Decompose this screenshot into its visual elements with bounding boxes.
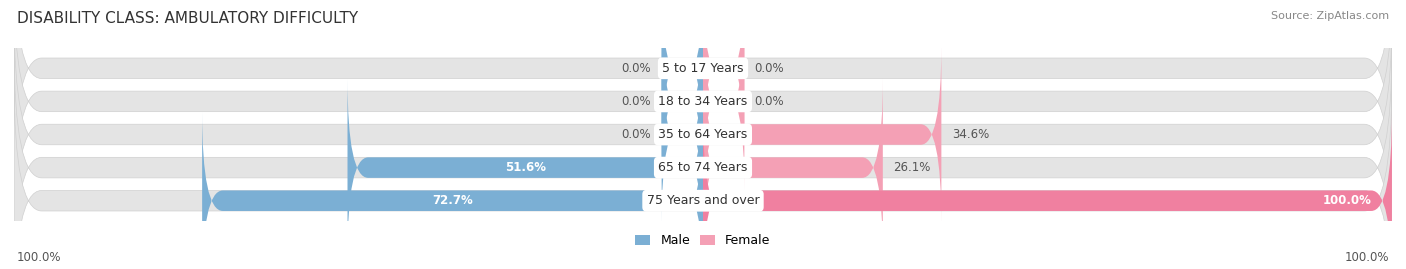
Text: 0.0%: 0.0% xyxy=(755,95,785,108)
Text: 0.0%: 0.0% xyxy=(621,62,651,75)
Text: 100.0%: 100.0% xyxy=(1344,251,1389,264)
Text: 75 Years and over: 75 Years and over xyxy=(647,194,759,207)
Text: 72.7%: 72.7% xyxy=(432,194,472,207)
FancyBboxPatch shape xyxy=(703,79,883,257)
FancyBboxPatch shape xyxy=(662,45,703,224)
Text: 0.0%: 0.0% xyxy=(621,128,651,141)
Text: 0.0%: 0.0% xyxy=(755,62,785,75)
Text: 35 to 64 Years: 35 to 64 Years xyxy=(658,128,748,141)
Text: 100.0%: 100.0% xyxy=(17,251,62,264)
Text: DISABILITY CLASS: AMBULATORY DIFFICULTY: DISABILITY CLASS: AMBULATORY DIFFICULTY xyxy=(17,11,359,26)
FancyBboxPatch shape xyxy=(703,112,1392,269)
Text: 26.1%: 26.1% xyxy=(893,161,931,174)
FancyBboxPatch shape xyxy=(14,0,1392,224)
FancyBboxPatch shape xyxy=(14,45,1392,269)
Text: 18 to 34 Years: 18 to 34 Years xyxy=(658,95,748,108)
FancyBboxPatch shape xyxy=(202,112,703,269)
Text: 0.0%: 0.0% xyxy=(621,95,651,108)
FancyBboxPatch shape xyxy=(703,45,942,224)
FancyBboxPatch shape xyxy=(662,12,703,190)
Text: 5 to 17 Years: 5 to 17 Years xyxy=(662,62,744,75)
FancyBboxPatch shape xyxy=(14,0,1392,190)
FancyBboxPatch shape xyxy=(703,0,744,157)
FancyBboxPatch shape xyxy=(662,0,703,157)
Text: Source: ZipAtlas.com: Source: ZipAtlas.com xyxy=(1271,11,1389,21)
FancyBboxPatch shape xyxy=(703,12,744,190)
FancyBboxPatch shape xyxy=(14,12,1392,257)
FancyBboxPatch shape xyxy=(347,79,703,257)
FancyBboxPatch shape xyxy=(14,79,1392,269)
Text: 65 to 74 Years: 65 to 74 Years xyxy=(658,161,748,174)
Text: 34.6%: 34.6% xyxy=(952,128,988,141)
Text: 51.6%: 51.6% xyxy=(505,161,546,174)
Text: 100.0%: 100.0% xyxy=(1323,194,1371,207)
Legend: Male, Female: Male, Female xyxy=(630,229,776,252)
